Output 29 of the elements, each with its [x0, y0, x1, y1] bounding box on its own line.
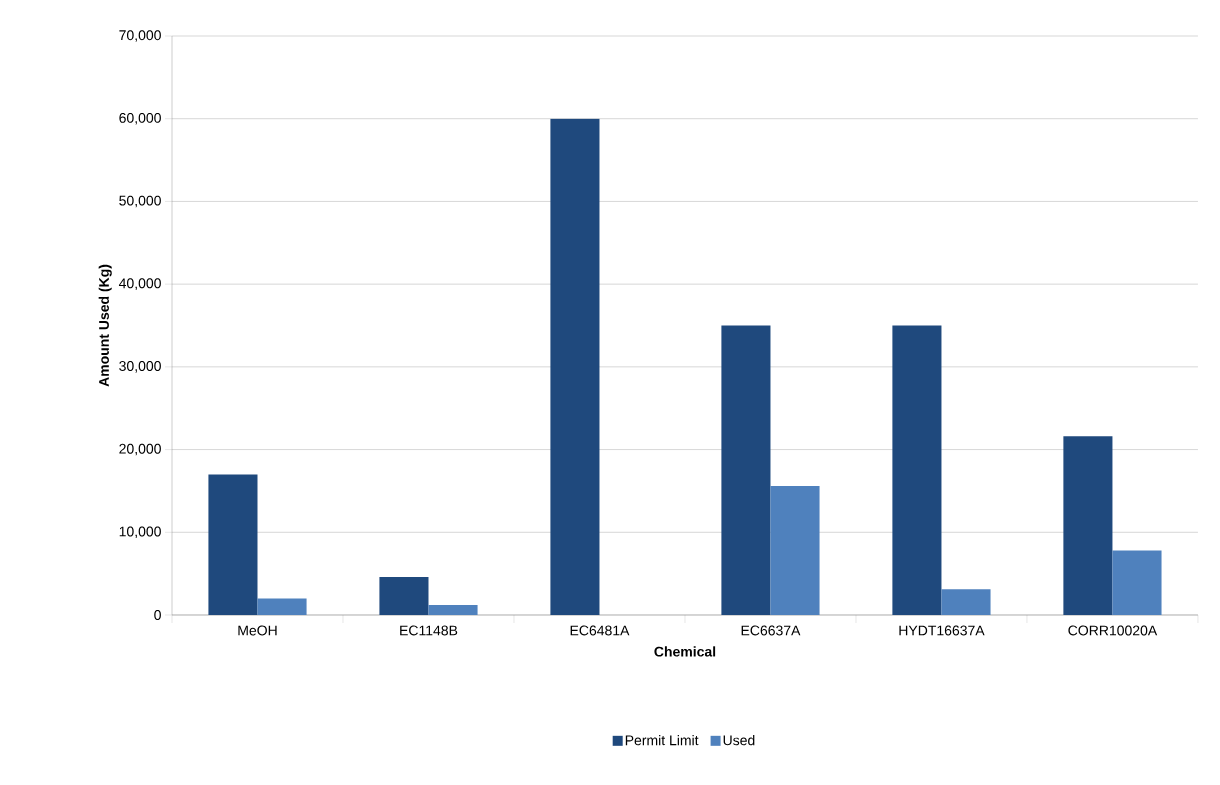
x-tick-label: MeOH — [238, 625, 277, 636]
y-tick-label: 50,000 — [119, 195, 161, 208]
bar — [892, 325, 942, 615]
x-tick-label: EC6481A — [570, 625, 630, 636]
bar — [428, 605, 478, 615]
x-axis-title: Chemical — [654, 646, 716, 657]
y-tick-label: 0 — [154, 610, 161, 620]
y-tick-label: 20,000 — [119, 443, 161, 456]
y-tick-label: 60,000 — [119, 112, 161, 125]
bar — [1063, 436, 1113, 615]
legend-label: Used — [723, 735, 755, 746]
legend-label: Permit Limit — [625, 735, 699, 746]
y-tick-label: 30,000 — [119, 361, 161, 373]
y-axis-title: Amount Used (Kg) — [98, 264, 112, 387]
bar — [257, 598, 307, 615]
bar — [208, 474, 258, 615]
x-tick-label: HYDT16637A — [899, 625, 985, 636]
bar — [770, 485, 820, 615]
x-tick-label: CORR10020A — [1068, 625, 1158, 636]
bar — [379, 576, 429, 615]
x-tick-label: EC6637A — [741, 625, 801, 636]
bar — [1112, 550, 1162, 615]
y-tick-label: 70,000 — [119, 30, 161, 42]
bar — [721, 325, 771, 615]
x-tick-label: EC1148B — [400, 625, 458, 636]
y-tick-label: 10,000 — [119, 526, 161, 539]
bar — [550, 118, 600, 615]
y-tick-label: 40,000 — [118, 278, 161, 290]
bar — [941, 589, 991, 615]
